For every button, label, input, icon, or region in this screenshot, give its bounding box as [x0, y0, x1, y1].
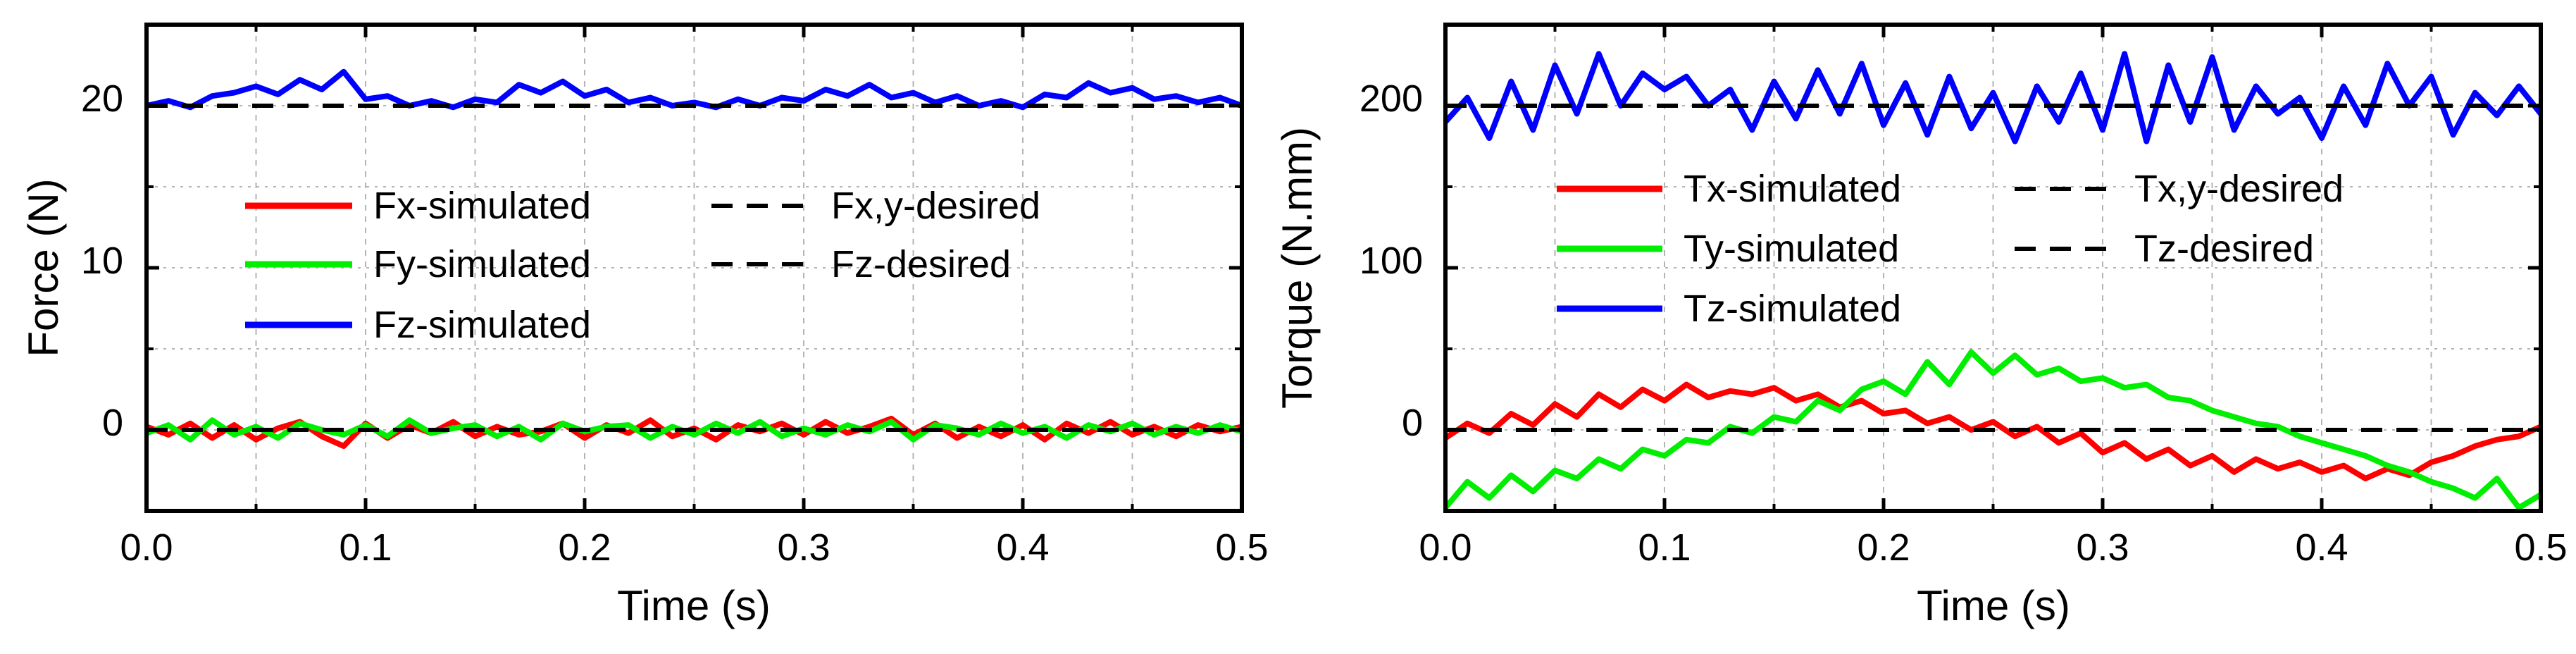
force-xtick-label: 0.3	[777, 526, 830, 569]
torque-y-axis-label: Torque (N.mm)	[1274, 127, 1321, 409]
force-ticks	[144, 25, 1244, 511]
torque-xtick-label: 0.3	[2076, 526, 2129, 569]
torque-legend: Tx-simulated Ty-simulated Tz-simulated T…	[1557, 168, 2344, 330]
torque-series-lines	[1443, 51, 2544, 511]
legend-label-tx-simulated: Tx-simulated	[1684, 168, 1901, 210]
force-grid	[147, 25, 1242, 511]
torque-x-axis-label: Time (s)	[1917, 582, 2070, 629]
legend-label-tz-desired: Tz-desired	[2134, 228, 2314, 270]
force-ytick-label: 20	[81, 78, 123, 120]
series-line-tz-simulated	[1443, 51, 2544, 144]
series-line-fz-simulated	[146, 68, 1243, 111]
torque-ytick-label: 100	[1359, 240, 1423, 282]
series-line-ty-simulated	[1443, 349, 2543, 511]
torque-xtick-label: 0.4	[2295, 526, 2348, 569]
force-xtick-label: 0.0	[120, 526, 173, 569]
force-series-lines	[145, 68, 1243, 449]
torque-ytick-label: 0	[1402, 402, 1423, 444]
legend-label-fz-desired: Fz-desired	[831, 243, 1011, 285]
legend-label-txy-desired: Tx,y-desired	[2134, 168, 2344, 210]
torque-chart: 200 100 0 0.0 0.1 0.2 0.3 0.4 0.5 Time (…	[1274, 23, 2568, 629]
force-chart: 20 10 0 0.0 0.1 0.2 0.3 0.4 0.5 Time (s)…	[20, 23, 1269, 629]
torque-ytick-label: 200	[1359, 78, 1423, 120]
series-line-tx-simulated	[1443, 381, 2542, 481]
force-x-axis-label: Time (s)	[617, 582, 771, 629]
torque-xtick-label: 0.5	[2514, 526, 2567, 569]
torque-xtick-label: 0.1	[1638, 526, 1691, 569]
legend-label-fy-simulated: Fy-simulated	[373, 243, 591, 285]
legend-label-tz-simulated: Tz-simulated	[1684, 288, 1901, 330]
torque-ticks	[1443, 25, 2543, 511]
torque-xtick-label: 0.0	[1419, 526, 1471, 569]
legend-label-fx-simulated: Fx-simulated	[373, 185, 591, 227]
force-y-axis-label: Force (N)	[20, 178, 67, 357]
torque-xtick-label: 0.2	[1857, 526, 1910, 569]
force-ytick-label: 0	[102, 402, 123, 444]
force-xtick-label: 0.1	[339, 526, 392, 569]
force-xtick-label: 0.5	[1215, 526, 1268, 569]
force-ytick-label: 10	[81, 240, 123, 282]
force-legend: Fx-simulated Fy-simulated Fz-simulated F…	[245, 185, 1040, 346]
force-xtick-label: 0.2	[558, 526, 611, 569]
legend-label-fz-simulated: Fz-simulated	[373, 304, 591, 346]
legend-label-ty-simulated: Ty-simulated	[1684, 228, 1899, 270]
force-xtick-label: 0.4	[996, 526, 1049, 569]
legend-label-fxy-desired: Fx,y-desired	[831, 185, 1040, 227]
